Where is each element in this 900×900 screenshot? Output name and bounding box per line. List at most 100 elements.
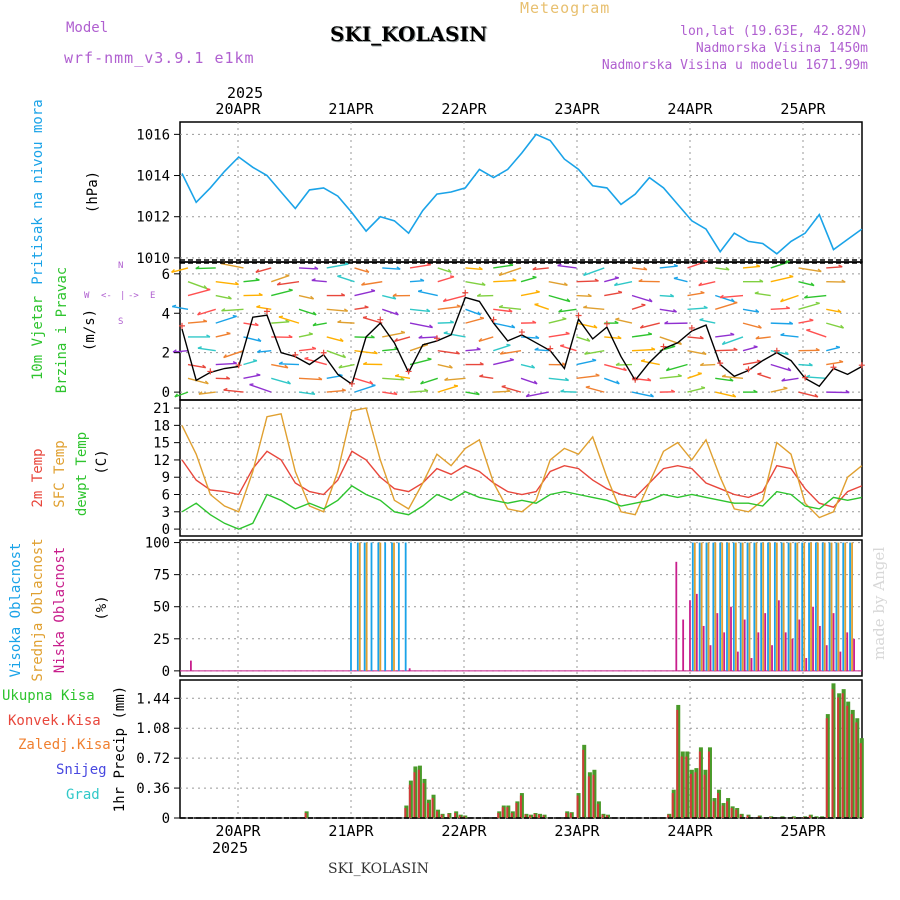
cloud-high-bar xyxy=(849,542,851,671)
precip-conv-bar xyxy=(440,814,443,818)
wind-arrow xyxy=(715,301,738,310)
wind-arrow xyxy=(700,363,716,366)
wind-arrow xyxy=(493,344,511,352)
precip-conv-bar xyxy=(689,773,692,818)
wind-arrowhead xyxy=(278,315,283,318)
wind-arrowhead xyxy=(614,276,619,279)
precip-conv-bar xyxy=(497,813,500,818)
wind-arrowhead xyxy=(365,268,370,273)
wind-arrowhead xyxy=(448,364,453,369)
wind-arrow xyxy=(409,308,430,313)
wind-arrowhead xyxy=(373,350,378,355)
wind-arrowhead xyxy=(533,380,538,385)
wind-arrow xyxy=(798,302,820,310)
precip-conv-bar xyxy=(694,772,697,818)
wind-arrow xyxy=(806,329,827,338)
cloud-low-bar xyxy=(716,613,719,671)
y-tick-label: 100 xyxy=(145,536,170,552)
cloud-mid-bar xyxy=(728,542,730,671)
temperature-panel-frame xyxy=(179,399,863,537)
wind-arrow xyxy=(409,263,431,269)
y-tick-label: 15 xyxy=(153,436,170,452)
wind-arrowhead xyxy=(788,321,794,325)
wind-arrow xyxy=(659,265,678,269)
cloud-low-bar xyxy=(750,658,753,671)
wind-arrowhead xyxy=(534,347,539,351)
wind-arrow xyxy=(354,377,373,385)
wind-arrow xyxy=(532,267,549,271)
wind-arrowhead xyxy=(648,298,653,303)
precip-conv-bar xyxy=(510,813,513,818)
precip-conv-bar xyxy=(304,813,307,818)
x-day-label-bottom: 23APR xyxy=(554,822,600,840)
wind-arrow xyxy=(326,389,346,393)
wind-arrow xyxy=(576,280,599,283)
wind-arrow xyxy=(742,308,759,313)
legend-hail: Grad xyxy=(66,787,100,803)
wind-arrowhead xyxy=(814,393,819,398)
wind-arrow xyxy=(172,305,189,311)
altitude-label: Nadmorska Visina 1450m xyxy=(695,41,868,56)
wind-arrowhead xyxy=(254,322,259,327)
precip-conv-bar xyxy=(808,815,811,818)
cloud-high-bar xyxy=(356,542,359,671)
wind-arrowhead xyxy=(721,340,726,345)
wind-arrow xyxy=(172,350,189,353)
wind-arrowhead xyxy=(721,374,727,378)
cloud-low-bar xyxy=(771,645,773,671)
wind-arrowhead xyxy=(532,320,537,324)
wind-arrowhead xyxy=(725,266,730,271)
wind-arrowhead xyxy=(525,393,530,398)
lonlat-label: lon,lat (19.63E, 42.82N) xyxy=(680,24,868,39)
wind-arrowhead xyxy=(257,338,262,342)
wind-arrowhead xyxy=(395,311,399,316)
wind-arrow xyxy=(304,357,327,366)
cloud-low-bar xyxy=(777,600,780,671)
wind-arrowhead xyxy=(806,328,811,331)
wind-arrowhead xyxy=(509,263,514,266)
compass-bar: | xyxy=(120,291,125,301)
wind-arrow xyxy=(585,386,605,393)
precip-conv-bar xyxy=(717,793,720,818)
wind-arrowhead xyxy=(338,373,343,377)
wind-arrowhead xyxy=(255,277,260,281)
wind-arrowhead xyxy=(232,361,238,365)
wind-arrowhead xyxy=(535,290,540,293)
wind-arrowhead xyxy=(650,393,654,398)
wind-arrowhead xyxy=(531,364,536,369)
wind-gust-marker xyxy=(717,360,724,367)
wind-arrowhead xyxy=(756,359,761,363)
wind-arrowhead xyxy=(456,304,461,308)
wind-arrow xyxy=(394,336,411,342)
cloud-high-bar xyxy=(767,542,769,671)
wind-arrowhead xyxy=(340,292,346,297)
cloud-low-bar xyxy=(818,625,821,671)
wind-arrow xyxy=(720,294,744,299)
cloud-low-bar xyxy=(839,651,842,671)
wind-arrow xyxy=(722,375,744,380)
wind-arrowhead xyxy=(647,377,652,382)
wind-arrow xyxy=(409,280,425,283)
wind-gust-marker xyxy=(320,349,327,356)
wind-arrow xyxy=(826,308,842,313)
wind-ylabel-2: Brzina i Pravac xyxy=(54,267,70,393)
cloud-high-bar xyxy=(801,542,804,671)
wind-arrow xyxy=(437,267,452,273)
pressure-unit: (hPa) xyxy=(85,171,101,213)
wind-arrow xyxy=(493,322,515,329)
wind-arrow xyxy=(271,274,290,283)
wind-arrow xyxy=(354,267,370,273)
cloud-high-bar xyxy=(821,542,824,671)
wind-arrow xyxy=(326,308,348,312)
precip-conv-bar xyxy=(601,814,604,818)
wind-arrowhead xyxy=(613,282,618,286)
cloud-unit: (%) xyxy=(94,595,110,620)
wind-arrowhead xyxy=(417,289,423,293)
wind-arrow xyxy=(780,294,799,303)
wind-arrow xyxy=(576,359,597,366)
wind-arrow xyxy=(443,294,466,303)
wind-arrowhead xyxy=(223,387,228,391)
wind-arrow xyxy=(742,346,758,352)
wind-arrow xyxy=(382,377,405,381)
